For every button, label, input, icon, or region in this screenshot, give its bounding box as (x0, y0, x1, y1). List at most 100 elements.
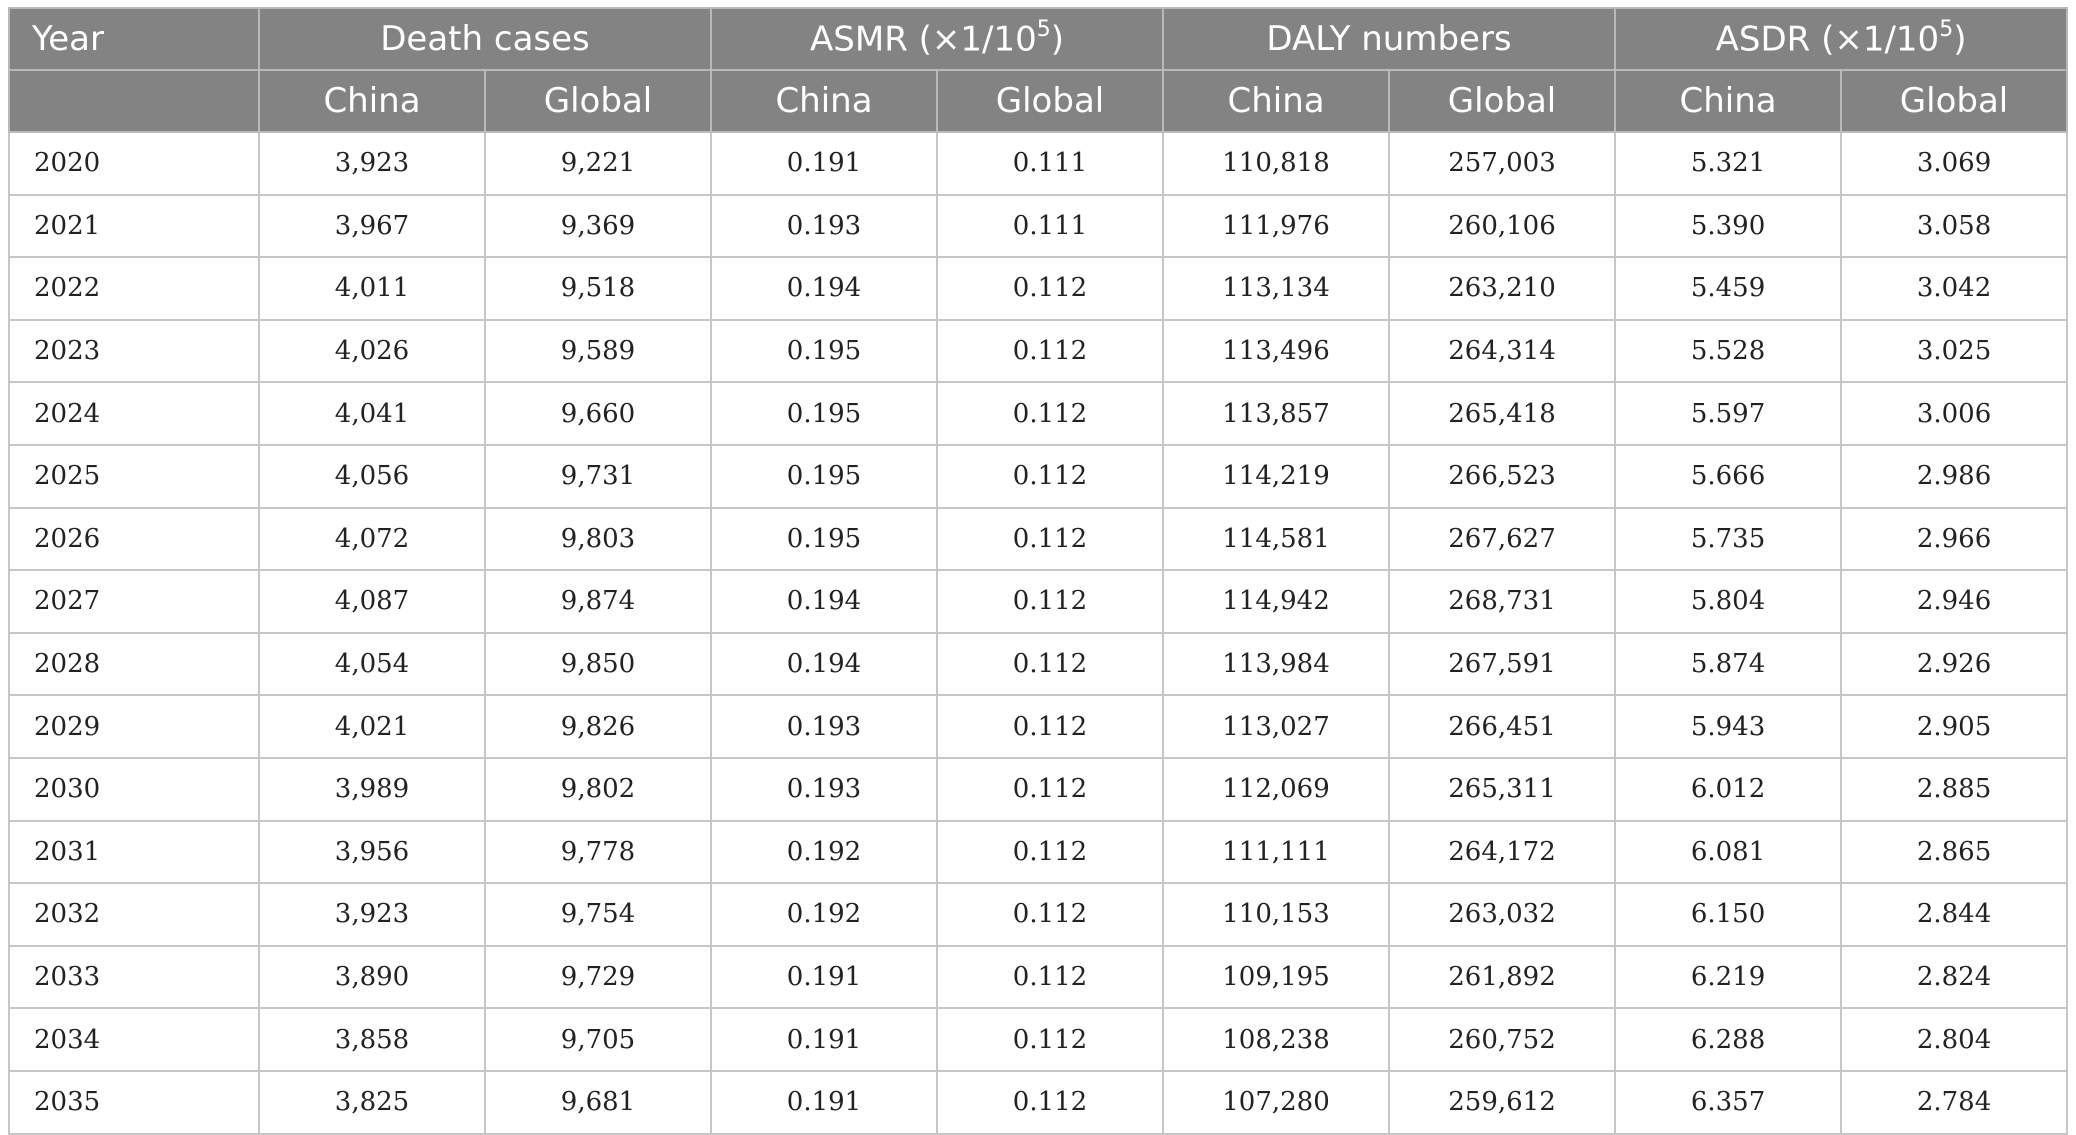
cell-year: 2029 (8, 694, 260, 759)
cell-asdr-global: 3.025 (1840, 318, 2069, 384)
cell-asmr-global: 0.112 (935, 631, 1165, 697)
cell-asmr-china: 0.194 (710, 256, 938, 321)
cell-asmr-global: 0.112 (935, 1069, 1165, 1135)
cell-asmr-china: 0.193 (710, 193, 938, 259)
cell-asmr-china: 0.191 (710, 1007, 938, 1072)
header-region-china: China (1614, 69, 1843, 133)
cell-asdr-global: 2.865 (1840, 819, 2069, 885)
cell-daly-china: 114,219 (1162, 443, 1391, 509)
cell-asdr-global: 2.966 (1840, 506, 2069, 572)
cell-year: 2032 (8, 882, 260, 947)
cell-daly-global: 264,314 (1388, 318, 1617, 384)
cell-asdr-china: 6.012 (1614, 756, 1843, 822)
table-row: 2025 4,056 9,731 0.195 0.112 114,219 266,523 5.… (8, 443, 2069, 509)
cell-death-china: 4,087 (258, 569, 486, 634)
header-row-groups: Year Death cases ASMR (×1/105) DALY numb… (8, 7, 2069, 71)
cell-asmr-china: 0.191 (710, 944, 938, 1010)
header-group-sup: 5 (1939, 16, 1954, 42)
cell-year: 2024 (8, 381, 260, 446)
cell-death-global: 9,802 (484, 756, 712, 822)
cell-daly-global: 268,731 (1388, 569, 1617, 634)
cell-asmr-global: 0.112 (935, 256, 1165, 321)
cell-asmr-global: 0.111 (935, 193, 1165, 259)
cell-daly-china: 113,984 (1162, 631, 1391, 697)
cell-death-global: 9,729 (484, 944, 712, 1010)
cell-daly-china: 107,280 (1162, 1069, 1391, 1135)
cell-asmr-global: 0.112 (935, 1007, 1165, 1072)
header-group-label: ASDR (×1/10 (1715, 19, 1940, 60)
cell-year: 2035 (8, 1069, 260, 1135)
header-group-close: ) (1953, 19, 1967, 60)
header-year-blank (8, 69, 260, 133)
cell-death-global: 9,731 (484, 443, 712, 509)
cell-asdr-global: 2.885 (1840, 756, 2069, 822)
cell-death-china: 4,054 (258, 631, 486, 697)
cell-daly-china: 114,942 (1162, 569, 1391, 634)
cell-asmr-china: 0.191 (710, 131, 938, 196)
cell-daly-china: 110,153 (1162, 882, 1391, 947)
cell-death-global: 9,778 (484, 819, 712, 885)
cell-asdr-china: 6.288 (1614, 1007, 1843, 1072)
cell-asmr-global: 0.112 (935, 443, 1165, 509)
header-group-label: ASMR (×1/10 (810, 19, 1037, 60)
header-region-global: Global (1388, 69, 1617, 133)
cell-asdr-global: 3.069 (1840, 131, 2069, 196)
cell-asmr-china: 0.193 (710, 694, 938, 759)
cell-asmr-global: 0.111 (935, 131, 1165, 196)
table-row: 2032 3,923 9,754 0.192 0.112 110,153 263,032 6.… (8, 882, 2069, 947)
header-region-global: Global (1840, 69, 2069, 133)
cell-death-china: 4,011 (258, 256, 486, 321)
cell-year: 2023 (8, 318, 260, 384)
cell-death-global: 9,850 (484, 631, 712, 697)
cell-daly-china: 108,238 (1162, 1007, 1391, 1072)
table-row: 2030 3,989 9,802 0.193 0.112 112,069 265,311 6.… (8, 756, 2069, 822)
header-group-label: Death cases (380, 19, 590, 59)
cell-asdr-china: 5.459 (1614, 256, 1843, 321)
header-group-asdr: ASDR (×1/105) (1614, 7, 2069, 71)
cell-asmr-china: 0.195 (710, 381, 938, 446)
cell-year: 2026 (8, 506, 260, 572)
cell-death-china: 4,021 (258, 694, 486, 759)
projection-table: Year Death cases ASMR (×1/105) DALY numb… (8, 7, 2069, 1135)
header-group-asmr: ASMR (×1/105) (709, 7, 1165, 71)
cell-daly-china: 111,976 (1162, 193, 1391, 259)
cell-year: 2028 (8, 631, 260, 697)
header-region-china: China (1162, 69, 1391, 133)
cell-death-global: 9,754 (484, 882, 712, 947)
cell-death-china: 3,989 (258, 756, 486, 822)
cell-asdr-china: 5.735 (1614, 506, 1843, 572)
cell-death-china: 3,967 (258, 193, 486, 259)
cell-daly-china: 113,857 (1162, 381, 1391, 446)
cell-daly-china: 112,069 (1162, 756, 1391, 822)
cell-asdr-global: 2.804 (1840, 1007, 2069, 1072)
cell-asmr-global: 0.112 (935, 318, 1165, 384)
cell-death-china: 4,056 (258, 443, 486, 509)
cell-asmr-china: 0.195 (710, 443, 938, 509)
cell-death-china: 3,956 (258, 819, 486, 885)
cell-death-china: 3,890 (258, 944, 486, 1010)
cell-death-global: 9,518 (484, 256, 712, 321)
table-row: 2020 3,923 9,221 0.191 0.111 110,818 257,003 5.… (8, 131, 2069, 196)
header-group-label: DALY numbers (1266, 19, 1512, 59)
cell-asdr-china: 6.219 (1614, 944, 1843, 1010)
header-region-global: Global (935, 69, 1165, 133)
cell-asdr-global: 3.006 (1840, 381, 2069, 446)
cell-daly-global: 259,612 (1388, 1069, 1617, 1135)
cell-death-global: 9,874 (484, 569, 712, 634)
cell-asmr-china: 0.191 (710, 1069, 938, 1135)
cell-daly-global: 265,311 (1388, 756, 1617, 822)
cell-death-china: 4,026 (258, 318, 486, 384)
cell-daly-global: 264,172 (1388, 819, 1617, 885)
cell-death-global: 9,660 (484, 381, 712, 446)
table-row: 2031 3,956 9,778 0.192 0.112 111,111 264,172 6.… (8, 819, 2069, 885)
cell-asdr-global: 2.905 (1840, 694, 2069, 759)
cell-death-china: 3,923 (258, 131, 486, 196)
cell-year: 2034 (8, 1007, 260, 1072)
cell-asdr-china: 5.597 (1614, 381, 1843, 446)
header-year: Year (8, 7, 260, 71)
cell-asmr-china: 0.195 (710, 318, 938, 384)
cell-year: 2033 (8, 944, 260, 1010)
cell-asdr-global: 2.986 (1840, 443, 2069, 509)
cell-asdr-global: 2.946 (1840, 569, 2069, 634)
table-row: 2033 3,890 9,729 0.191 0.112 109,195 261,892 6.… (8, 944, 2069, 1010)
